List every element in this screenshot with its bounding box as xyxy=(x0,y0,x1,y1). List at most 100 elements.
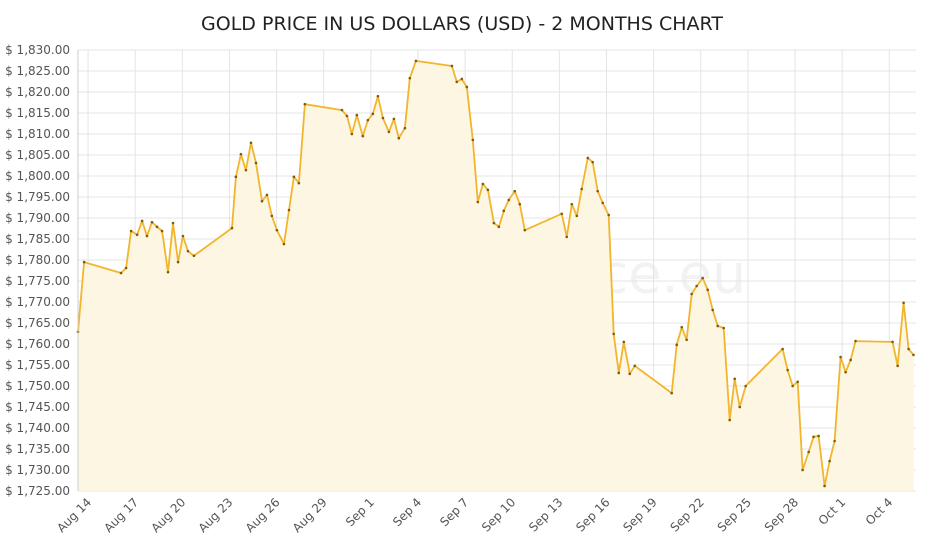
point xyxy=(502,209,506,213)
point xyxy=(345,114,349,118)
point xyxy=(455,80,459,84)
point xyxy=(260,199,264,203)
x-tick-label: Oct 4 xyxy=(863,495,896,528)
point xyxy=(607,213,611,217)
point xyxy=(807,450,810,454)
point xyxy=(171,221,175,225)
y-tick-label: $ 1,790.00 xyxy=(5,211,70,225)
point xyxy=(612,332,616,336)
y-tick-label: $ 1,795.00 xyxy=(5,190,70,204)
point xyxy=(518,202,522,206)
point xyxy=(622,340,626,344)
y-tick-label: $ 1,810.00 xyxy=(5,127,70,141)
point xyxy=(786,368,789,372)
point xyxy=(801,468,804,472)
line xyxy=(77,60,915,487)
point xyxy=(633,364,637,368)
x-tick-label: Aug 17 xyxy=(101,495,141,535)
point xyxy=(701,276,704,280)
point xyxy=(560,212,564,216)
point xyxy=(854,339,857,343)
x-tick-label: Aug 14 xyxy=(54,495,94,535)
point xyxy=(387,130,391,134)
point xyxy=(124,266,128,270)
y-tick-label: $ 1,730.00 xyxy=(5,463,70,477)
point xyxy=(513,189,517,193)
point xyxy=(628,372,632,376)
point xyxy=(690,292,693,296)
point xyxy=(376,94,380,98)
point xyxy=(492,221,496,225)
point xyxy=(896,364,899,368)
x-tick-label: Sep 28 xyxy=(762,495,801,534)
x-tick-label: Sep 16 xyxy=(573,495,612,534)
x-tick-label: Sep 22 xyxy=(667,495,706,534)
point xyxy=(186,249,190,253)
point xyxy=(292,175,296,179)
point xyxy=(471,138,475,142)
point xyxy=(586,156,590,160)
y-tick-label: $ 1,775.00 xyxy=(5,274,70,288)
point xyxy=(812,435,815,439)
point xyxy=(570,202,574,206)
point xyxy=(355,113,359,117)
y-tick-label: $ 1,825.00 xyxy=(5,64,70,78)
point xyxy=(791,384,794,388)
point xyxy=(481,182,485,186)
point xyxy=(234,175,238,179)
point xyxy=(823,484,826,488)
point xyxy=(575,214,579,218)
point xyxy=(844,370,847,374)
point xyxy=(891,340,894,344)
point xyxy=(722,326,726,330)
point xyxy=(907,347,910,351)
point xyxy=(350,132,354,136)
point xyxy=(828,459,831,463)
y-tick-label: $ 1,750.00 xyxy=(5,379,70,393)
x-tick-label: Aug 29 xyxy=(290,495,330,535)
point xyxy=(685,338,688,342)
point xyxy=(254,161,258,165)
point xyxy=(303,102,307,106)
point xyxy=(507,198,511,202)
point xyxy=(817,434,820,438)
point xyxy=(601,201,605,205)
point xyxy=(733,377,737,381)
point xyxy=(833,439,836,443)
point xyxy=(366,118,370,122)
area xyxy=(78,60,914,492)
point xyxy=(523,228,527,232)
point xyxy=(135,233,139,237)
point xyxy=(706,288,709,292)
x-tick-label: Aug 20 xyxy=(148,495,188,535)
point xyxy=(711,308,715,312)
x-tick-label: Aug 26 xyxy=(243,495,283,535)
y-tick-label: $ 1,820.00 xyxy=(5,85,70,99)
point xyxy=(839,355,842,359)
y-tick-label: $ 1,765.00 xyxy=(5,316,70,330)
point xyxy=(249,141,253,145)
point xyxy=(282,242,286,246)
point xyxy=(670,391,674,395)
y-tick-label: $ 1,830.00 xyxy=(5,43,70,57)
x-tick-label: Aug 23 xyxy=(196,495,236,535)
x-tick-label: Sep 13 xyxy=(526,495,565,534)
point xyxy=(465,85,469,89)
point xyxy=(781,347,784,351)
point xyxy=(680,325,684,329)
point xyxy=(176,260,180,264)
chart-title: GOLD PRICE IN US DOLLARS (USD) - 2 MONTH… xyxy=(201,13,723,35)
point xyxy=(265,193,269,197)
point xyxy=(796,380,799,384)
y-tick-label: $ 1,785.00 xyxy=(5,232,70,246)
point xyxy=(340,108,344,112)
y-tick-label: $ 1,760.00 xyxy=(5,337,70,351)
point xyxy=(450,64,454,68)
point xyxy=(297,181,301,185)
y-tick-label: $ 1,740.00 xyxy=(5,421,70,435)
point xyxy=(140,219,144,223)
point xyxy=(160,229,164,233)
point xyxy=(912,353,915,357)
y-tick-label: $ 1,735.00 xyxy=(5,442,70,456)
x-tick-label: Sep 1 xyxy=(343,495,377,529)
